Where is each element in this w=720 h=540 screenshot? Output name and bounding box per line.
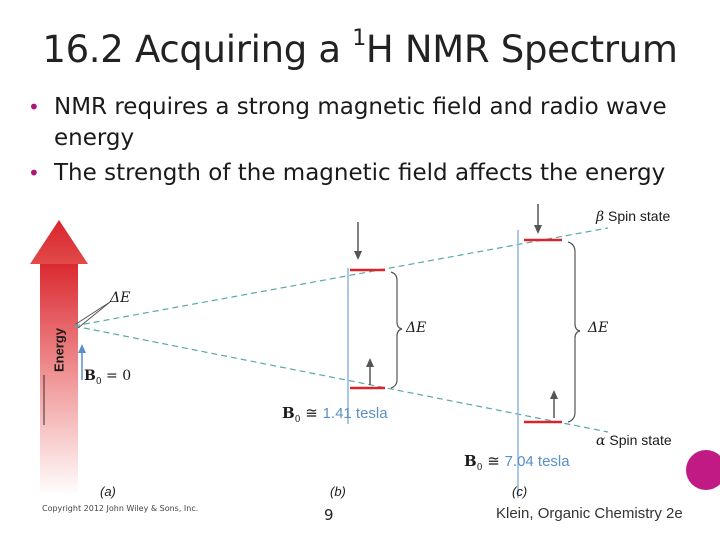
up-spin-arrow-b-head bbox=[366, 358, 374, 367]
bullet-dot-icon: • bbox=[28, 95, 40, 119]
nmr-energy-figure: Energy ΔE B0 = 0 ΔE B0 ≅ 1.41 tesla ΔE β… bbox=[30, 200, 700, 505]
small-up-arrow-a-head bbox=[78, 344, 86, 353]
figure-drawing bbox=[30, 204, 609, 498]
bullet-item: • NMR requires a strong magnetic field a… bbox=[28, 92, 698, 154]
bracket-c bbox=[567, 241, 581, 423]
energy-arrow-head bbox=[30, 220, 88, 264]
alpha-spin-text: Spin state bbox=[605, 432, 672, 448]
bullet-text: The strength of the magnetic field affec… bbox=[54, 160, 666, 186]
delta-e-label-a: ΔE bbox=[110, 290, 131, 306]
bullet-dot-icon: • bbox=[28, 161, 40, 185]
b0-symbol: B bbox=[282, 404, 295, 422]
title-suffix: H NMR Spectrum bbox=[365, 28, 678, 71]
beta-spin-text: Spin state bbox=[604, 208, 671, 224]
panel-label-c: (c) bbox=[512, 484, 528, 499]
panel-label-b: (b) bbox=[330, 484, 346, 499]
delta-e-pointer-a bbox=[77, 301, 111, 329]
energy-axis-label: Energy bbox=[51, 327, 67, 373]
approx-symbol: ≅ bbox=[487, 452, 500, 470]
delta-e-pointer-a bbox=[75, 301, 111, 325]
energy-arrow-shaft bbox=[40, 258, 78, 496]
b0-label-b: B0 ≅ 1.41 tesla bbox=[282, 404, 388, 425]
alpha-symbol: α bbox=[596, 433, 606, 449]
up-spin-arrow-c-head bbox=[550, 390, 558, 399]
page-number: 9 bbox=[324, 506, 334, 524]
delta-e-label-b: ΔE bbox=[406, 320, 427, 336]
b0-symbol: B bbox=[84, 368, 96, 384]
beta-symbol: β bbox=[596, 209, 605, 225]
bracket-b bbox=[390, 271, 403, 389]
down-spin-arrow-c-head bbox=[534, 225, 542, 234]
delta-e-label-c: ΔE bbox=[588, 320, 609, 336]
b0-symbol: B bbox=[464, 452, 477, 470]
lower-dashed-line bbox=[73, 325, 609, 433]
beta-spin-state-label: β Spin state bbox=[596, 208, 670, 225]
approx-symbol: ≅ bbox=[305, 404, 318, 422]
b0-label-c: B0 ≅ 7.04 tesla bbox=[464, 452, 570, 473]
alpha-spin-state-label: α Spin state bbox=[596, 432, 672, 449]
bullet-text: NMR requires a strong magnetic field and… bbox=[54, 94, 667, 151]
b0-subscript: 0 bbox=[95, 376, 102, 387]
upper-dashed-line bbox=[73, 227, 609, 327]
title-superscript: 1 bbox=[352, 25, 366, 51]
down-spin-arrow-b-head bbox=[354, 251, 362, 260]
b0-subscript: 0 bbox=[294, 415, 301, 425]
b0-subscript: 0 bbox=[476, 463, 483, 473]
b0-value-b: 1.41 tesla bbox=[322, 405, 388, 422]
title-prefix: 16.2 Acquiring a bbox=[42, 28, 353, 71]
b0-zero-label: B0 = 0 bbox=[84, 368, 131, 387]
copyright-notice: Copyright 2012 John Wiley & Sons, Inc. bbox=[42, 504, 199, 513]
bullet-list: • NMR requires a strong magnetic field a… bbox=[28, 92, 698, 193]
bullet-item: • The strength of the magnetic field aff… bbox=[28, 158, 698, 189]
source-citation: Klein, Organic Chemistry 2e bbox=[496, 505, 683, 522]
panel-label-a: (a) bbox=[100, 484, 116, 499]
decorative-accent-circle bbox=[686, 450, 720, 490]
b0-zero-value: = 0 bbox=[101, 368, 132, 384]
b0-value-c: 7.04 tesla bbox=[504, 453, 570, 470]
slide-title: 16.2 Acquiring a 1H NMR Spectrum bbox=[0, 25, 720, 71]
